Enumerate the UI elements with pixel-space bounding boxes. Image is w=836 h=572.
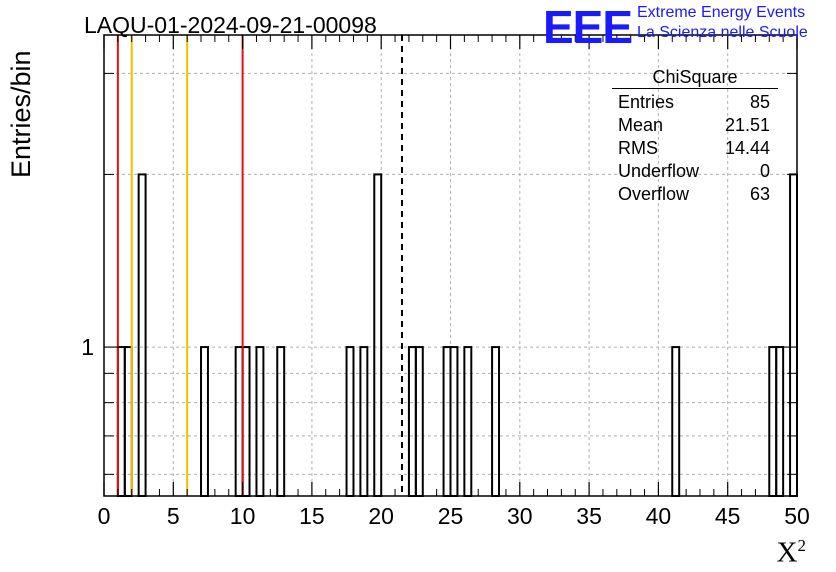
stats-label: Overflow <box>618 184 690 204</box>
x-axis-label: X2 <box>777 536 806 570</box>
stats-row: RMS 14.44 <box>612 137 778 160</box>
x-tick-label: 10 <box>230 503 256 529</box>
histogram-bar <box>789 173 799 497</box>
x-tick-label: 0 <box>98 503 111 529</box>
histogram-bar <box>442 346 452 498</box>
x-tick-label: 25 <box>438 503 464 529</box>
eee-logo: EEE <box>543 1 633 53</box>
histogram-bar <box>775 346 785 498</box>
x-tick-label: 30 <box>507 503 533 529</box>
x-axis-label-text: X <box>776 536 798 569</box>
x-tick-label: 45 <box>715 503 741 529</box>
stats-row: Overflow 63 <box>612 183 778 206</box>
stats-label: Underflow <box>618 161 700 181</box>
x-axis-label-superscript: 2 <box>797 536 807 555</box>
histogram-bar <box>276 346 286 498</box>
histogram-bar <box>407 346 417 498</box>
stats-value: 14.44 <box>724 138 770 158</box>
stats-box: ChiSquare Entries 85 Mean 21.51 RMS 14.44 U… <box>612 66 778 206</box>
stats-label: RMS <box>618 138 658 158</box>
x-tick-label: 20 <box>368 503 394 529</box>
histogram-bar <box>345 346 355 498</box>
stats-value: 0 <box>759 161 770 181</box>
histogram-bar <box>359 346 369 498</box>
stats-row: Underflow 0 <box>612 160 778 183</box>
x-tick-label: 40 <box>646 503 672 529</box>
stats-value: 21.51 <box>724 115 770 135</box>
histogram-bar <box>123 346 133 498</box>
x-tick-label: 15 <box>299 503 325 529</box>
histogram-bar <box>241 346 251 498</box>
histogram-bar <box>671 346 681 498</box>
stats-value: 85 <box>749 92 770 112</box>
histogram-bar <box>116 346 126 498</box>
histogram-bar <box>449 346 459 498</box>
stats-value: 63 <box>749 184 770 204</box>
histogram-bar <box>255 346 265 498</box>
stats-title: ChiSquare <box>612 66 778 89</box>
x-tick-label: 50 <box>784 503 810 529</box>
histogram-bar <box>373 173 383 497</box>
histogram-bar <box>414 346 424 498</box>
histogram-bar <box>234 346 244 498</box>
histogram-bar <box>491 346 501 498</box>
y-axis-label: Entries/bin <box>6 50 36 178</box>
stats-row: Entries 85 <box>612 91 778 114</box>
y-tick-label: 1 <box>81 334 94 360</box>
stats-label: Mean <box>618 115 664 135</box>
histogram-bar <box>463 346 473 498</box>
stats-row: Mean 21.51 <box>612 114 778 137</box>
histogram-bar <box>200 346 209 498</box>
chart-title: LAQU-01-2024-09-21-00098 <box>84 12 377 38</box>
logo-line-2: La Scienza nelle Scuole <box>637 24 808 41</box>
x-tick-label: 5 <box>167 503 180 529</box>
x-tick-label: 35 <box>576 503 602 529</box>
stats-label: Entries <box>618 92 675 112</box>
histogram-bar <box>137 173 147 497</box>
logo-line-1: Extreme Energy Events <box>637 4 806 21</box>
histogram-bar <box>768 346 778 498</box>
